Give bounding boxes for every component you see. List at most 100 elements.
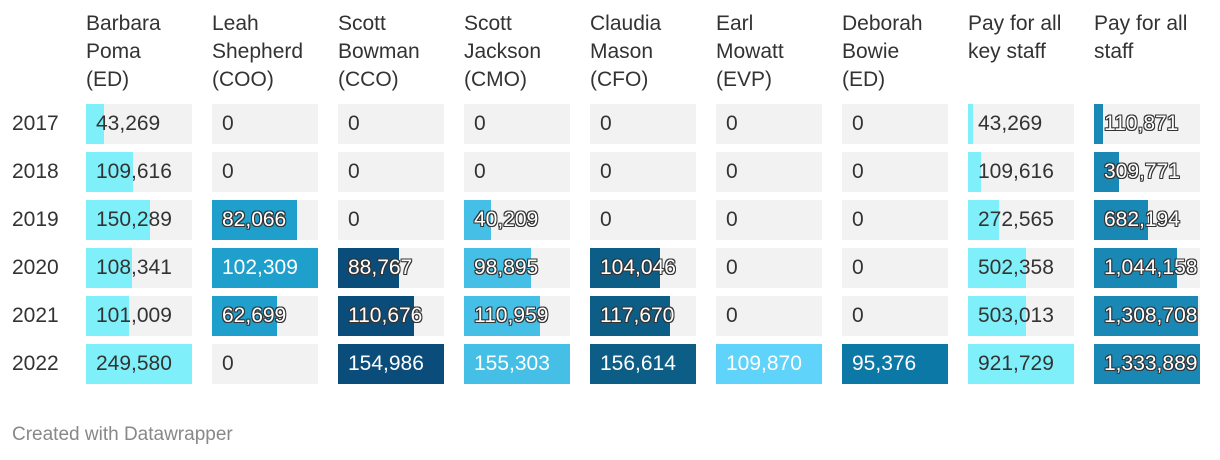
cell-value-label: 109,870 xyxy=(726,352,802,375)
cell-value-label: 249,580 xyxy=(96,352,172,375)
cell-value-label: 88,767 xyxy=(348,256,413,279)
cell-value-label: 0 xyxy=(726,112,738,135)
column-header: Pay for all staff xyxy=(1094,12,1188,63)
table-cell: 108,341 xyxy=(86,248,192,288)
cell-value-label: 0 xyxy=(222,352,234,375)
column-header: Deborah Bowie (ED) xyxy=(842,12,923,91)
value-bar xyxy=(1094,104,1103,144)
table-cell: 503,013 xyxy=(968,296,1074,336)
cell-value-label: 150,289 xyxy=(96,208,172,231)
value-bar xyxy=(716,344,822,384)
cell-value-label: 82,066 xyxy=(222,208,287,231)
value-bar xyxy=(1094,248,1177,288)
table-cell: 1,308,708 xyxy=(1094,296,1200,336)
value-bar xyxy=(590,296,670,336)
table-cell: 109,870 xyxy=(716,344,822,384)
column-header: Leah Shepherd (COO) xyxy=(212,12,304,91)
cell-value-label: 154,986 xyxy=(348,352,424,375)
value-bar xyxy=(338,248,399,288)
value-bar xyxy=(464,248,531,288)
cell-value-label: 155,303 xyxy=(474,352,550,375)
table-cell: 156,614 xyxy=(590,344,696,384)
table-cell: 95,376 xyxy=(842,344,948,384)
table-cell: 1,333,889 xyxy=(1094,344,1200,384)
cell-value-label: 117,670 xyxy=(600,304,675,327)
cell-value-label: 0 xyxy=(600,208,612,231)
row-year-label: 2022 xyxy=(12,352,59,375)
table-cell: 309,771 xyxy=(1094,152,1200,192)
value-bar xyxy=(464,296,540,336)
row-year-label: 2017 xyxy=(12,112,59,135)
table-cell: 272,565 xyxy=(968,200,1074,240)
row-year-label: 2021 xyxy=(12,304,59,327)
cell-value-label: 0 xyxy=(852,160,864,183)
value-bar xyxy=(968,200,999,240)
cell-value-label: 62,699 xyxy=(222,304,287,327)
cell-value-label: 0 xyxy=(726,160,738,183)
value-bar xyxy=(968,152,981,192)
cell-value-label: 682,194 xyxy=(1104,208,1180,231)
cell-value-label: 108,341 xyxy=(96,256,172,279)
table-cell: 0 xyxy=(590,152,696,192)
cell-value-label: 0 xyxy=(726,208,738,231)
value-bar xyxy=(338,296,414,336)
cell-value-label: 309,771 xyxy=(1104,160,1180,183)
table-cell: 921,729 xyxy=(968,344,1074,384)
table-cell: 0 xyxy=(590,104,696,144)
data-table-chart: Barbara Poma (ED) Leah Shepherd (COO) Scot… xyxy=(12,12,1200,384)
column-header: Claudia Mason (CFO) xyxy=(590,12,662,91)
table-cell: 0 xyxy=(590,200,696,240)
cell-value-label: 0 xyxy=(726,256,738,279)
value-bar xyxy=(968,104,973,144)
value-bar xyxy=(464,344,570,384)
footer-credit: Created with Datawrapper xyxy=(12,424,233,445)
cell-value-label: 110,871 xyxy=(1104,112,1179,135)
cell-value-label: 98,895 xyxy=(474,256,539,279)
table-cell: 109,616 xyxy=(86,152,192,192)
cell-value-label: 0 xyxy=(222,160,234,183)
table-cell: 102,309 xyxy=(212,248,318,288)
value-bar xyxy=(464,200,491,240)
table-cell: 110,959 xyxy=(464,296,570,336)
cell-value-label: 110,676 xyxy=(348,304,423,327)
cell-value-label: 1,333,889 xyxy=(1104,352,1198,375)
table-cell: 0 xyxy=(338,152,444,192)
value-bar xyxy=(1094,296,1198,336)
table-cell: 0 xyxy=(716,296,822,336)
table-cell: 88,767 xyxy=(338,248,444,288)
cell-value-label: 95,376 xyxy=(852,352,917,375)
cell-value-label: 0 xyxy=(348,160,360,183)
table-cell: 249,580 xyxy=(86,344,192,384)
cell-value-label: 0 xyxy=(852,208,864,231)
table-cell: 502,358 xyxy=(968,248,1074,288)
table-cell: 110,676 xyxy=(338,296,444,336)
table-cell: 0 xyxy=(842,152,948,192)
table-cell: 0 xyxy=(212,344,318,384)
value-bar xyxy=(212,248,318,288)
cell-value-label: 502,358 xyxy=(978,256,1054,279)
table-cell: 0 xyxy=(716,200,822,240)
table-cell: 0 xyxy=(464,152,570,192)
cell-value-label: 1,308,708 xyxy=(1104,304,1198,327)
value-bar xyxy=(590,344,696,384)
table-cell: 0 xyxy=(212,152,318,192)
value-bar xyxy=(968,344,1074,384)
table-cell: 104,046 xyxy=(590,248,696,288)
value-bar xyxy=(212,200,297,240)
cell-value-label: 0 xyxy=(600,160,612,183)
table-cell: 98,895 xyxy=(464,248,570,288)
cell-value-label: 0 xyxy=(348,112,360,135)
cell-value-label: 43,269 xyxy=(96,112,161,135)
value-bar xyxy=(86,248,132,288)
table-cell: 0 xyxy=(464,104,570,144)
cell-value-label: 272,565 xyxy=(978,208,1054,231)
cell-value-label: 43,269 xyxy=(978,112,1043,135)
table-cell: 43,269 xyxy=(86,104,192,144)
table-cell: 82,066 xyxy=(212,200,318,240)
column-header: Scott Bowman (CCO) xyxy=(338,12,420,91)
cell-value-label: 110,959 xyxy=(474,304,549,327)
value-bar xyxy=(86,104,104,144)
row-year-label: 2018 xyxy=(12,160,59,183)
table-cell: 43,269 xyxy=(968,104,1074,144)
table-cell: 0 xyxy=(842,104,948,144)
